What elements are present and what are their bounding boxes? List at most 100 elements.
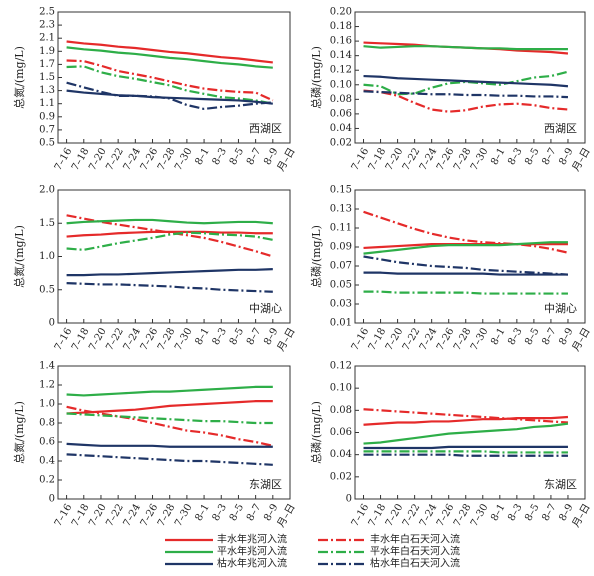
y-tick-label: 0.10 [330,79,352,90]
series-line [66,46,273,69]
x-tick-label: 8–1 [193,502,211,523]
y-tick-label: 2.0 [39,185,55,196]
series-line [66,40,273,64]
legend-label: 丰水年白石天河入流 [370,533,460,546]
series-line [363,445,568,450]
series-line [66,231,274,251]
region-annotation: 中湖心 [544,302,577,315]
y-tick-label: 0.08 [330,405,352,416]
y-tick-label: 0.07 [330,261,352,272]
y-tick-label: 0.12 [330,65,352,76]
y-tick-label: 0.5 [39,138,55,149]
x-tick-label: 8–7 [245,502,263,523]
y-tick-label: 0.20 [330,7,352,18]
x-axis-label: 月–日 [570,502,593,530]
y-tick-label: 0.15 [330,185,352,196]
y-tick-label: 0 [49,494,55,505]
y-tick-label: 0.10 [330,383,352,394]
series-line [363,255,569,276]
series-line [363,70,569,96]
legend-label: 平水年兆河入流 [217,545,287,558]
y-tick-label: 0.5 [39,284,55,295]
y-tick-label: 0.9 [39,111,55,122]
series-line [363,74,569,88]
series-line [66,412,273,425]
x-tick-label: 8–3 [211,502,229,523]
y-tick-label: 0.2 [39,475,55,486]
x-tick-label: 8–5 [228,326,246,347]
x-axis-label: 月–日 [275,502,298,530]
region-annotation: 西湖区 [544,122,577,135]
y-tick-label: 1.5 [39,72,55,83]
y-tick-label: 0.08 [330,94,352,105]
y-tick-label: 1.7 [39,59,55,70]
series-line [363,415,569,426]
y-tick-label: 2.5 [39,7,55,18]
y-tick-label: 0.04 [330,449,352,460]
series-line [66,405,274,447]
y-tick-label: 2.1 [39,33,55,44]
y-tick-label: 0.09 [330,242,352,253]
y-tick-label: 0.06 [330,427,352,438]
x-tick-label: 7–30 [469,146,491,172]
x-tick-label: 8–1 [193,326,211,347]
y-tick-label: 0 [346,494,352,505]
y-tick-label: 0.6 [39,437,55,448]
x-axis-label: 月–日 [275,326,298,354]
y-tick-label: 0.12 [330,361,352,372]
legend-label: 平水年白石天河入流 [370,545,460,558]
x-tick-label: 8–7 [540,502,558,523]
y-axis-label: 总磷/(mg/L) [309,225,323,288]
x-tick-label: 8–1 [489,146,507,167]
series-line [363,271,568,276]
region-annotation: 西湖区 [249,122,282,135]
legend-label: 枯水年兆河入流 [217,557,287,570]
series-line [66,65,274,105]
region-annotation: 东湖区 [544,478,577,491]
y-axis-label: 总氮/(mg/L) [12,401,26,464]
y-tick-label: 0.02 [330,471,352,482]
series-line [66,453,273,466]
y-tick-label: 0.05 [330,280,352,291]
x-axis-label: 月–日 [570,146,593,174]
x-tick-label: 7–30 [173,502,195,528]
y-tick-label: 0.18 [330,21,352,32]
region-annotation: 中湖心 [249,302,282,315]
y-tick-label: 0.16 [330,36,352,47]
series-line [363,453,568,457]
y-tick-label: 1.4 [39,361,55,372]
y-tick-label: 0.06 [330,108,352,119]
series-line [363,408,569,424]
series-line [363,241,568,255]
x-tick-label: 8–3 [506,146,524,167]
y-tick-label: 0.04 [330,123,352,134]
legend-label: 丰水年兆河入流 [217,533,287,546]
series-line [66,59,274,102]
x-tick-label: 8–5 [523,326,541,347]
x-tick-label: 7–30 [173,326,195,352]
series-line [363,90,569,99]
y-tick-label: 0.14 [330,50,352,61]
y-axis-label: 总氮/(mg/L) [12,46,26,109]
plot-frame [354,189,586,324]
x-tick-label: 7–30 [173,146,195,172]
series-line [66,282,273,293]
y-axis-label: 总磷/(mg/L) [309,46,323,109]
y-tick-label: 0.7 [39,124,55,135]
x-tick-label: 7–30 [469,326,491,352]
x-tick-label: 8–5 [523,146,541,167]
x-tick-label: 8–1 [489,502,507,523]
series-line [363,45,568,51]
y-tick-label: 0.13 [330,204,352,215]
y-tick-label: 0.03 [330,299,352,310]
x-tick-label: 8–5 [523,502,541,523]
x-tick-label: 8–7 [540,146,558,167]
y-tick-label: 2.3 [39,20,55,31]
y-tick-label: 0.11 [330,223,352,234]
x-axis-label: 月–日 [570,326,593,354]
series-line [66,218,273,225]
y-tick-label: 1.3 [39,85,55,96]
y-tick-label: 1.1 [39,98,55,109]
x-tick-label: 8–7 [540,326,558,347]
series-line [66,214,274,258]
